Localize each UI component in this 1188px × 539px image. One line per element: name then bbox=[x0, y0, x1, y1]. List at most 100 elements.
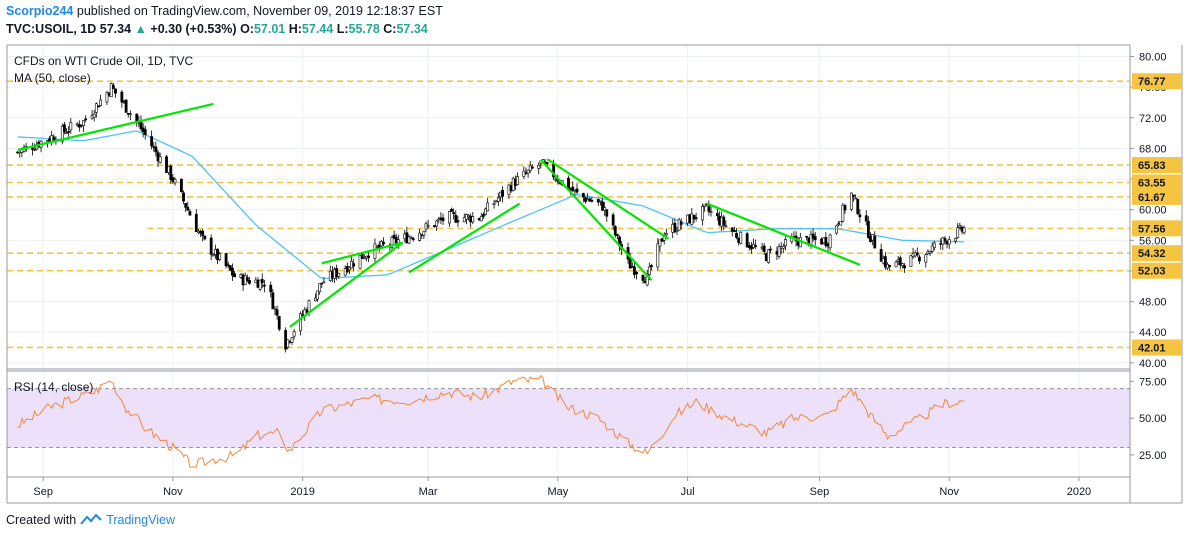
candle-up bbox=[928, 251, 932, 254]
candle-down bbox=[581, 193, 585, 198]
candle-down bbox=[135, 113, 139, 122]
axes: Sep Nov 2019 Mar May Jul Sep Nov 2020 40.00 44.00 4… bbox=[33, 51, 1182, 498]
level-price-badge bbox=[1132, 220, 1182, 237]
candle-down bbox=[454, 214, 458, 223]
rsi-y-tick-label: 25.00 bbox=[1139, 450, 1167, 462]
open-value: 57.01 bbox=[253, 22, 286, 36]
candle-up bbox=[894, 261, 898, 268]
candle-up bbox=[286, 339, 290, 348]
main-pane-frame bbox=[6, 44, 1131, 370]
candle-up bbox=[109, 83, 113, 98]
candle-down bbox=[943, 238, 947, 241]
candle-up bbox=[373, 243, 377, 259]
candles bbox=[16, 82, 966, 353]
candle-up bbox=[307, 300, 311, 312]
candle-up bbox=[318, 282, 322, 293]
high-value: 57.44 bbox=[301, 22, 334, 36]
candle-up bbox=[647, 266, 651, 275]
trend-line bbox=[540, 159, 653, 281]
y-tick-label: 44.00 bbox=[1139, 327, 1167, 339]
candle-up bbox=[299, 313, 302, 332]
footer: Created with TradingView bbox=[6, 513, 175, 527]
candle-down bbox=[805, 235, 809, 238]
candle-up bbox=[777, 246, 781, 257]
candle-down bbox=[722, 216, 726, 226]
candle-down bbox=[150, 136, 154, 147]
candle-down bbox=[120, 91, 124, 103]
level-price-label: 61.67 bbox=[1138, 192, 1166, 204]
candle-up bbox=[675, 229, 679, 232]
candle-down bbox=[879, 249, 883, 262]
candle-down bbox=[903, 265, 906, 269]
candle-down bbox=[154, 146, 158, 153]
candle-up bbox=[703, 204, 707, 207]
candle-up bbox=[290, 337, 294, 343]
y-tick-label: 68.00 bbox=[1139, 143, 1167, 155]
candle-up bbox=[426, 224, 430, 227]
candle-up bbox=[128, 113, 132, 116]
candle-down bbox=[201, 230, 205, 236]
tradingview-brand[interactable]: TradingView bbox=[106, 513, 175, 527]
author-link[interactable]: Scorpio244 bbox=[6, 4, 74, 18]
level-price-badge bbox=[1132, 188, 1182, 205]
y-tick-label: 72.00 bbox=[1139, 113, 1167, 125]
candle-down bbox=[269, 284, 273, 293]
candle-down bbox=[392, 234, 396, 239]
candle-up bbox=[348, 267, 351, 271]
trend-line bbox=[546, 158, 670, 240]
candle-down bbox=[707, 205, 711, 212]
candle-down bbox=[275, 309, 279, 316]
candle-up bbox=[218, 253, 222, 260]
candle-up bbox=[322, 281, 326, 284]
candle-down bbox=[769, 248, 772, 251]
candle-down bbox=[52, 136, 56, 141]
candle-down bbox=[143, 129, 147, 135]
x-tick-label: Mar bbox=[419, 486, 438, 498]
candle-down bbox=[450, 208, 453, 212]
candle-down bbox=[441, 217, 445, 222]
candle-down bbox=[245, 277, 249, 281]
candle-up bbox=[677, 219, 681, 231]
candle-up bbox=[516, 176, 519, 186]
candle-down bbox=[84, 118, 88, 121]
candle-down bbox=[233, 273, 236, 278]
candle-up bbox=[313, 297, 317, 302]
candle-up bbox=[924, 254, 928, 263]
high-label: H: bbox=[288, 22, 302, 36]
x-tick-label: Nov bbox=[163, 486, 183, 498]
candle-up bbox=[211, 254, 215, 257]
candle-up bbox=[94, 103, 98, 113]
candle-down bbox=[735, 232, 738, 238]
candle-down bbox=[613, 226, 617, 236]
candle-down bbox=[203, 235, 207, 240]
candle-down bbox=[588, 198, 592, 202]
candle-down bbox=[605, 209, 609, 217]
candle-up bbox=[390, 237, 394, 248]
candle-down bbox=[873, 235, 877, 249]
candle-down bbox=[194, 213, 198, 233]
candle-down bbox=[545, 162, 549, 164]
trend-line bbox=[289, 241, 404, 328]
candle-down bbox=[501, 189, 504, 197]
ohlc-values: O:57.01 H:57.44 L:55.78 C:57.34 bbox=[240, 22, 428, 36]
candle-down bbox=[824, 237, 828, 246]
candle-up bbox=[496, 197, 500, 202]
candle-down bbox=[411, 238, 415, 240]
level-price-badge bbox=[1132, 339, 1182, 356]
candle-down bbox=[260, 279, 264, 284]
candle-up bbox=[956, 227, 960, 238]
candle-up bbox=[909, 255, 913, 267]
candle-down bbox=[111, 85, 115, 89]
candle-up bbox=[603, 207, 607, 211]
level-price-badge bbox=[1132, 245, 1182, 262]
published-text: published on TradingView.com, November 0… bbox=[76, 4, 443, 18]
candle-up bbox=[337, 272, 341, 277]
x-tick-label: Sep bbox=[33, 486, 53, 498]
candle-up bbox=[316, 290, 319, 300]
candle-down bbox=[367, 255, 370, 258]
publish-info: Scorpio244 published on TradingView.com,… bbox=[6, 4, 443, 18]
level-price-badge bbox=[1132, 73, 1182, 90]
candle-down bbox=[692, 214, 696, 220]
candle-up bbox=[854, 197, 858, 200]
